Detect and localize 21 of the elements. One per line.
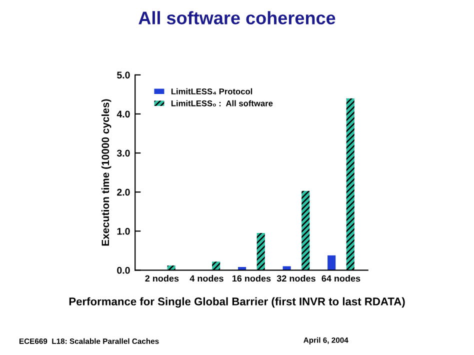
x-tick-label: 64 nodes: [322, 275, 360, 282]
chart-title: All software coherence: [138, 11, 336, 24]
y-tick-label: 2.0: [117, 188, 130, 196]
legend-label: LimitLESS₄ Protocol: [171, 88, 252, 95]
y-tick-label: 1.0: [117, 228, 130, 235]
x-tick-label: 32 nodes: [276, 275, 316, 282]
y-axis-title: Execution time (10000 cycles): [101, 99, 112, 246]
bar: [328, 255, 336, 270]
text: Performance for Single Global Barrier (first INVR to last RDATA): [69, 297, 405, 308]
x-tick-label: 16 nodes: [232, 275, 271, 282]
y-tick-label: 5.0: [117, 72, 130, 79]
y-tick-label: 3.0: [116, 150, 130, 157]
bar: [256, 233, 265, 270]
x-tick-label: 4 nodes: [190, 275, 224, 282]
bar: [302, 190, 310, 270]
legend-label: LimitLESS₀ : All software: [171, 100, 273, 107]
y-tick-label: 0.0: [117, 266, 130, 274]
x-tick-label: 2 nodes: [145, 275, 179, 282]
bar: [212, 262, 220, 270]
bar: [346, 98, 354, 270]
y-tick-label: 4.0: [116, 110, 130, 118]
